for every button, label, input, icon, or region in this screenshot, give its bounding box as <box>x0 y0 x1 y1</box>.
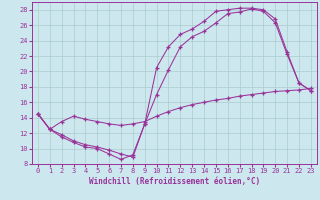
X-axis label: Windchill (Refroidissement éolien,°C): Windchill (Refroidissement éolien,°C) <box>89 177 260 186</box>
